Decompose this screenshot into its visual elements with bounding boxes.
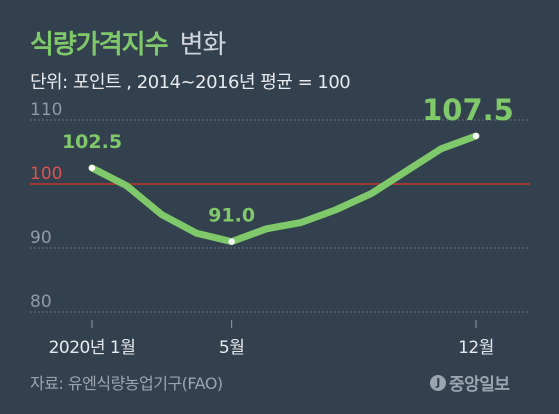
chart-title: 식량가격지수 변화 [30,24,227,61]
brand-mark-icon: J [430,374,446,391]
unit-note: 단위: 포인트 , 2014~2016년 평균 = 100 [30,72,351,93]
data-point-marker [88,164,96,172]
title-sub: 변화 [179,30,227,60]
x-tick-label: 5월 [219,338,244,358]
data-label: 107.5 [422,93,514,127]
brand-name: 중앙일보 [449,375,510,395]
data-label: 102.5 [62,131,122,153]
data-label: 91.0 [208,205,255,227]
y-tick-label: 110 [30,100,62,120]
x-tick-label: 2020년 1월 [49,338,136,358]
y-tick-label: 100 [30,164,62,184]
y-tick-label: 90 [30,228,52,248]
series-line [88,132,480,246]
data-point-marker [472,132,480,140]
brand-logo: J 중앙일보 [430,370,510,395]
title-main: 식량가격지수 [30,30,169,60]
y-tick-label: 80 [30,292,52,312]
x-tick-label: 12월 [458,338,494,358]
source-note: 자료: 유엔식량농업기구(FAO) [30,374,223,393]
data-point-marker [228,238,235,245]
